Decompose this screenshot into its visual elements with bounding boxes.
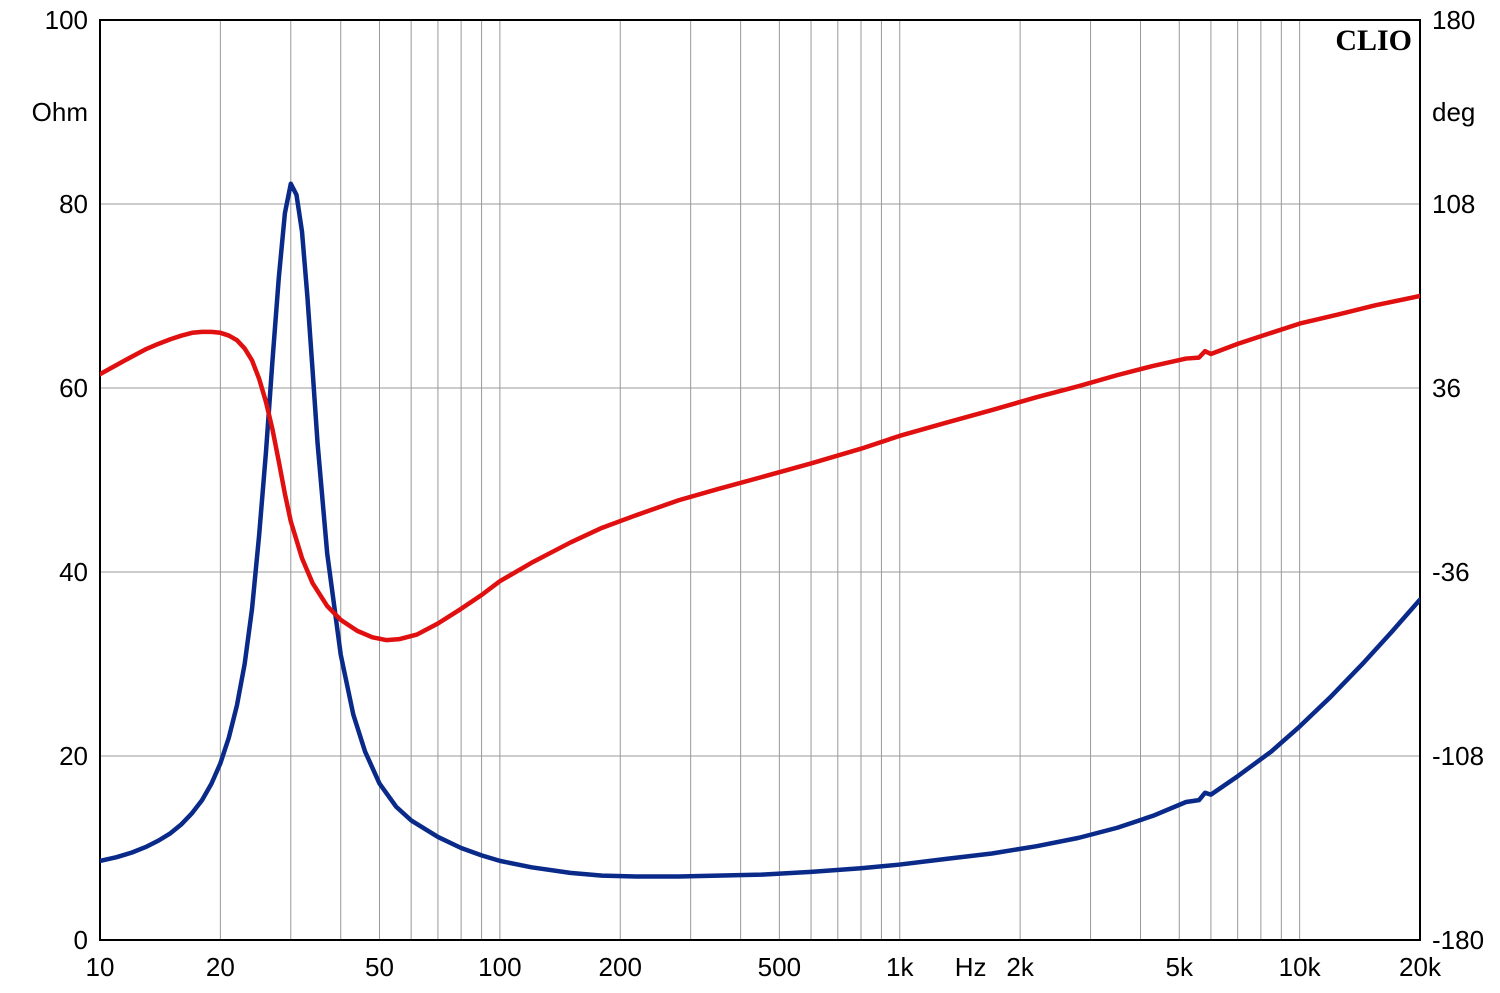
y-left-tick-label: 20	[59, 741, 88, 771]
y-left-tick-label: 40	[59, 557, 88, 587]
x-tick-label: 50	[365, 952, 394, 982]
x-axis-unit-label: Hz	[955, 952, 987, 982]
y-right-tick-label: -108	[1432, 741, 1484, 771]
x-tick-label: 200	[599, 952, 642, 982]
y-right-tick-label: -180	[1432, 925, 1484, 955]
x-tick-label: 20	[206, 952, 235, 982]
chart-container: 10 20 50 100 200 500 1k Hz 2k 5k 10k 20k 0 20 40 60 80 10…	[0, 0, 1500, 993]
y-left-tick-label: 0	[74, 925, 88, 955]
x-tick-label: 2k	[1006, 952, 1034, 982]
x-tick-label: 20k	[1399, 952, 1442, 982]
y-right-tick-label: 108	[1432, 189, 1475, 219]
y-right-tick-label: 180	[1432, 5, 1475, 35]
x-tick-label: 100	[478, 952, 521, 982]
y-right-tick-label: -36	[1432, 557, 1470, 587]
x-tick-label: 1k	[886, 952, 914, 982]
clio-watermark: CLIO	[1335, 24, 1412, 57]
x-tick-label: 500	[758, 952, 801, 982]
y-left-tick-label: 80	[59, 189, 88, 219]
y-right-unit-label: deg	[1432, 97, 1475, 127]
impedance-phase-chart: 10 20 50 100 200 500 1k Hz 2k 5k 10k 20k 0 20 40 60 80 10…	[0, 0, 1500, 993]
y-right-tick-label: 36	[1432, 373, 1461, 403]
y-left-tick-label: 60	[59, 373, 88, 403]
y-left-tick-label: 100	[45, 5, 88, 35]
x-tick-label: 5k	[1166, 952, 1194, 982]
x-tick-label: 10	[86, 952, 115, 982]
x-tick-label: 10k	[1279, 952, 1322, 982]
y-left-unit-label: Ohm	[32, 97, 88, 127]
